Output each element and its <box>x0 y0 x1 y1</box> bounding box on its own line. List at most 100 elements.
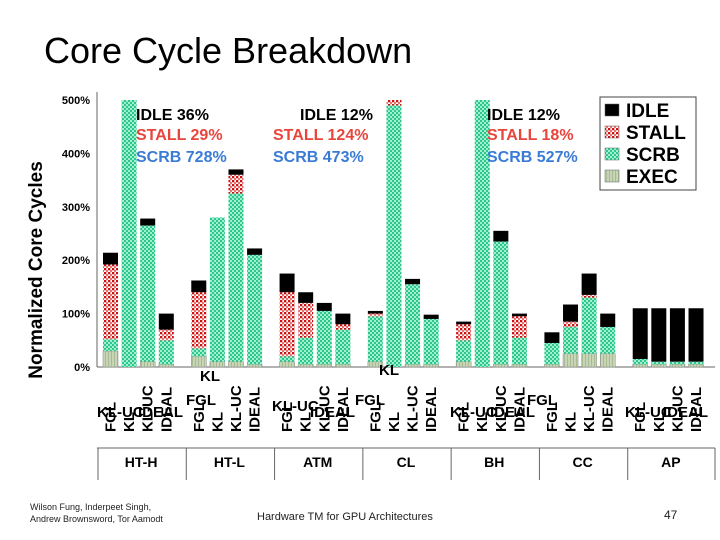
bar-label: FGL <box>279 402 296 432</box>
bar-bh-kl-uc-idle <box>493 230 509 242</box>
legend-stall-label: STALL <box>626 123 686 144</box>
bar-label-overlay: FGL <box>527 392 557 409</box>
bar-label: KL <box>298 412 315 432</box>
bar-label: IDEAL <box>423 387 440 432</box>
bar-label: FGL <box>103 402 120 432</box>
bar-label-overlay: KL-UC <box>272 398 319 415</box>
bar-bh-fgl-scrb <box>456 340 472 362</box>
bar-label-overlay: KL-UC <box>97 404 144 421</box>
bar-ap-fgl-scrb <box>632 358 648 365</box>
page-number: 47 <box>664 508 678 522</box>
bar-ht-h-ideal-scrb <box>158 340 174 365</box>
bar-ht-h-kl-scrb <box>121 100 137 367</box>
bar-cc-kl-uc-exec <box>581 353 597 368</box>
bar-ht-h-kl-uc-idle <box>140 218 156 226</box>
bar-bh-ideal-stall <box>511 316 527 338</box>
bar-label: IDEAL <box>511 387 528 432</box>
bar-atm-ideal-stall <box>335 324 351 330</box>
bar-ap-ideal-scrb <box>688 361 704 365</box>
bar-ap-ideal-idle <box>688 308 704 362</box>
bar-ap-fgl-idle <box>632 308 648 359</box>
bar-cl-fgl-exec <box>367 361 384 368</box>
group-label: CC <box>572 454 592 470</box>
y-tick-label: 0% <box>74 362 90 374</box>
group-label: HT-L <box>214 454 246 470</box>
bar-label: IDEAL <box>247 387 264 432</box>
group-label: AP <box>661 454 680 470</box>
bar-ht-h-ideal-idle <box>158 313 174 330</box>
bar-label-overlay: IDEAL <box>310 404 355 421</box>
bar-cc-ideal-idle <box>600 313 616 327</box>
bar-atm-kl-uc-idle <box>316 302 332 311</box>
bar-bh-ideal-scrb <box>511 337 527 365</box>
bar-ht-l-ideal-scrb <box>247 254 263 365</box>
bar-ht-l-fgl-idle <box>191 280 207 293</box>
bar-cc-fgl-exec <box>544 364 560 368</box>
group-label: HT-H <box>125 454 158 470</box>
annotation-stall: STALL 124% <box>273 127 368 144</box>
annotation-idle: IDLE 12% <box>487 107 560 124</box>
bar-ht-l-fgl-stall <box>191 292 207 349</box>
bar-ht-l-fgl-exec <box>191 356 207 368</box>
annotation-scrb: SCRB 473% <box>273 149 364 166</box>
bar-cl-fgl-scrb <box>367 316 383 362</box>
bar-label: KL-UC <box>669 385 686 432</box>
footer-talk-title: Hardware TM for GPU Architectures <box>257 511 433 523</box>
bar-cc-ideal-exec <box>599 353 616 368</box>
bar-label: FGL <box>367 402 384 432</box>
legend-stall-swatch <box>604 125 620 139</box>
bar-ap-ideal-exec <box>688 364 704 368</box>
bar-atm-kl-scrb <box>298 337 314 365</box>
bar-ht-l-ideal-idle <box>247 248 263 255</box>
annotation-stall: STALL 18% <box>487 127 574 144</box>
y-tick-label: 300% <box>62 202 90 214</box>
bar-atm-kl-idle <box>298 292 314 303</box>
bar-label-overlay: IDEAL <box>490 404 535 421</box>
bar-atm-fgl-scrb <box>279 356 295 362</box>
bar-label: KL-UC <box>316 385 333 432</box>
bar-bh-fgl-idle <box>456 321 472 325</box>
bar-ht-l-kl-uc-exec <box>228 361 244 368</box>
bar-label-overlay: FGL <box>186 392 216 409</box>
bar-cl-ideal-scrb <box>423 318 439 365</box>
legend-scrb-swatch <box>604 147 620 161</box>
bar-ht-l-kl-uc-stall <box>228 174 244 194</box>
bar-ht-l-ideal-exec <box>246 364 263 368</box>
y-axis-title: Normalized Core Cycles <box>26 161 47 379</box>
bar-atm-kl-uc-exec <box>316 364 333 368</box>
bar-label: IDEAL <box>158 387 175 432</box>
bar-ht-l-kl-scrb <box>209 217 225 362</box>
bar-ht-l-fgl-scrb <box>191 348 207 357</box>
bar-cl-fgl-idle <box>367 310 383 314</box>
y-tick-label: 500% <box>62 95 90 107</box>
legend-scrb-label: SCRB <box>626 145 680 166</box>
bar-cc-kl-scrb <box>563 326 579 354</box>
bar-atm-ideal-scrb <box>335 329 351 365</box>
bar-bh-fgl-exec <box>455 361 472 368</box>
bar-ht-h-ideal-stall <box>158 329 174 341</box>
bar-cl-ideal-idle <box>423 314 439 319</box>
bar-label: FGL <box>632 402 649 432</box>
bar-atm-fgl-stall <box>279 292 295 357</box>
y-tick-label: 200% <box>62 255 90 267</box>
bar-atm-fgl-exec <box>279 361 295 368</box>
bar-label: KL-UC <box>581 385 598 432</box>
bar-cl-kl-uc-scrb <box>405 284 421 365</box>
bar-bh-fgl-stall <box>456 324 472 341</box>
bar-ht-h-fgl-stall <box>103 264 118 340</box>
annotation-scrb: SCRB 728% <box>136 149 227 166</box>
bar-label: KL <box>651 412 668 432</box>
group-label: CL <box>397 454 416 470</box>
bar-ap-kl-idle <box>651 308 667 362</box>
footer-authors-line1: Wilson Fung, Inderpeet Singh, <box>30 502 152 512</box>
bar-bh-kl-uc-exec <box>493 364 509 368</box>
bar-label: FGL <box>544 402 561 432</box>
bar-ap-kl-uc-exec <box>669 364 686 368</box>
bar-label: KL-UC <box>228 385 245 432</box>
bar-label-overlay: KL-UC <box>625 404 672 421</box>
bar-ht-h-fgl-exec <box>102 350 119 368</box>
bar-cl-ideal-exec <box>423 364 439 368</box>
footer-authors-line2: Andrew Brownsword, Tor Aamodt <box>30 514 163 524</box>
bar-atm-ideal-exec <box>335 364 351 368</box>
